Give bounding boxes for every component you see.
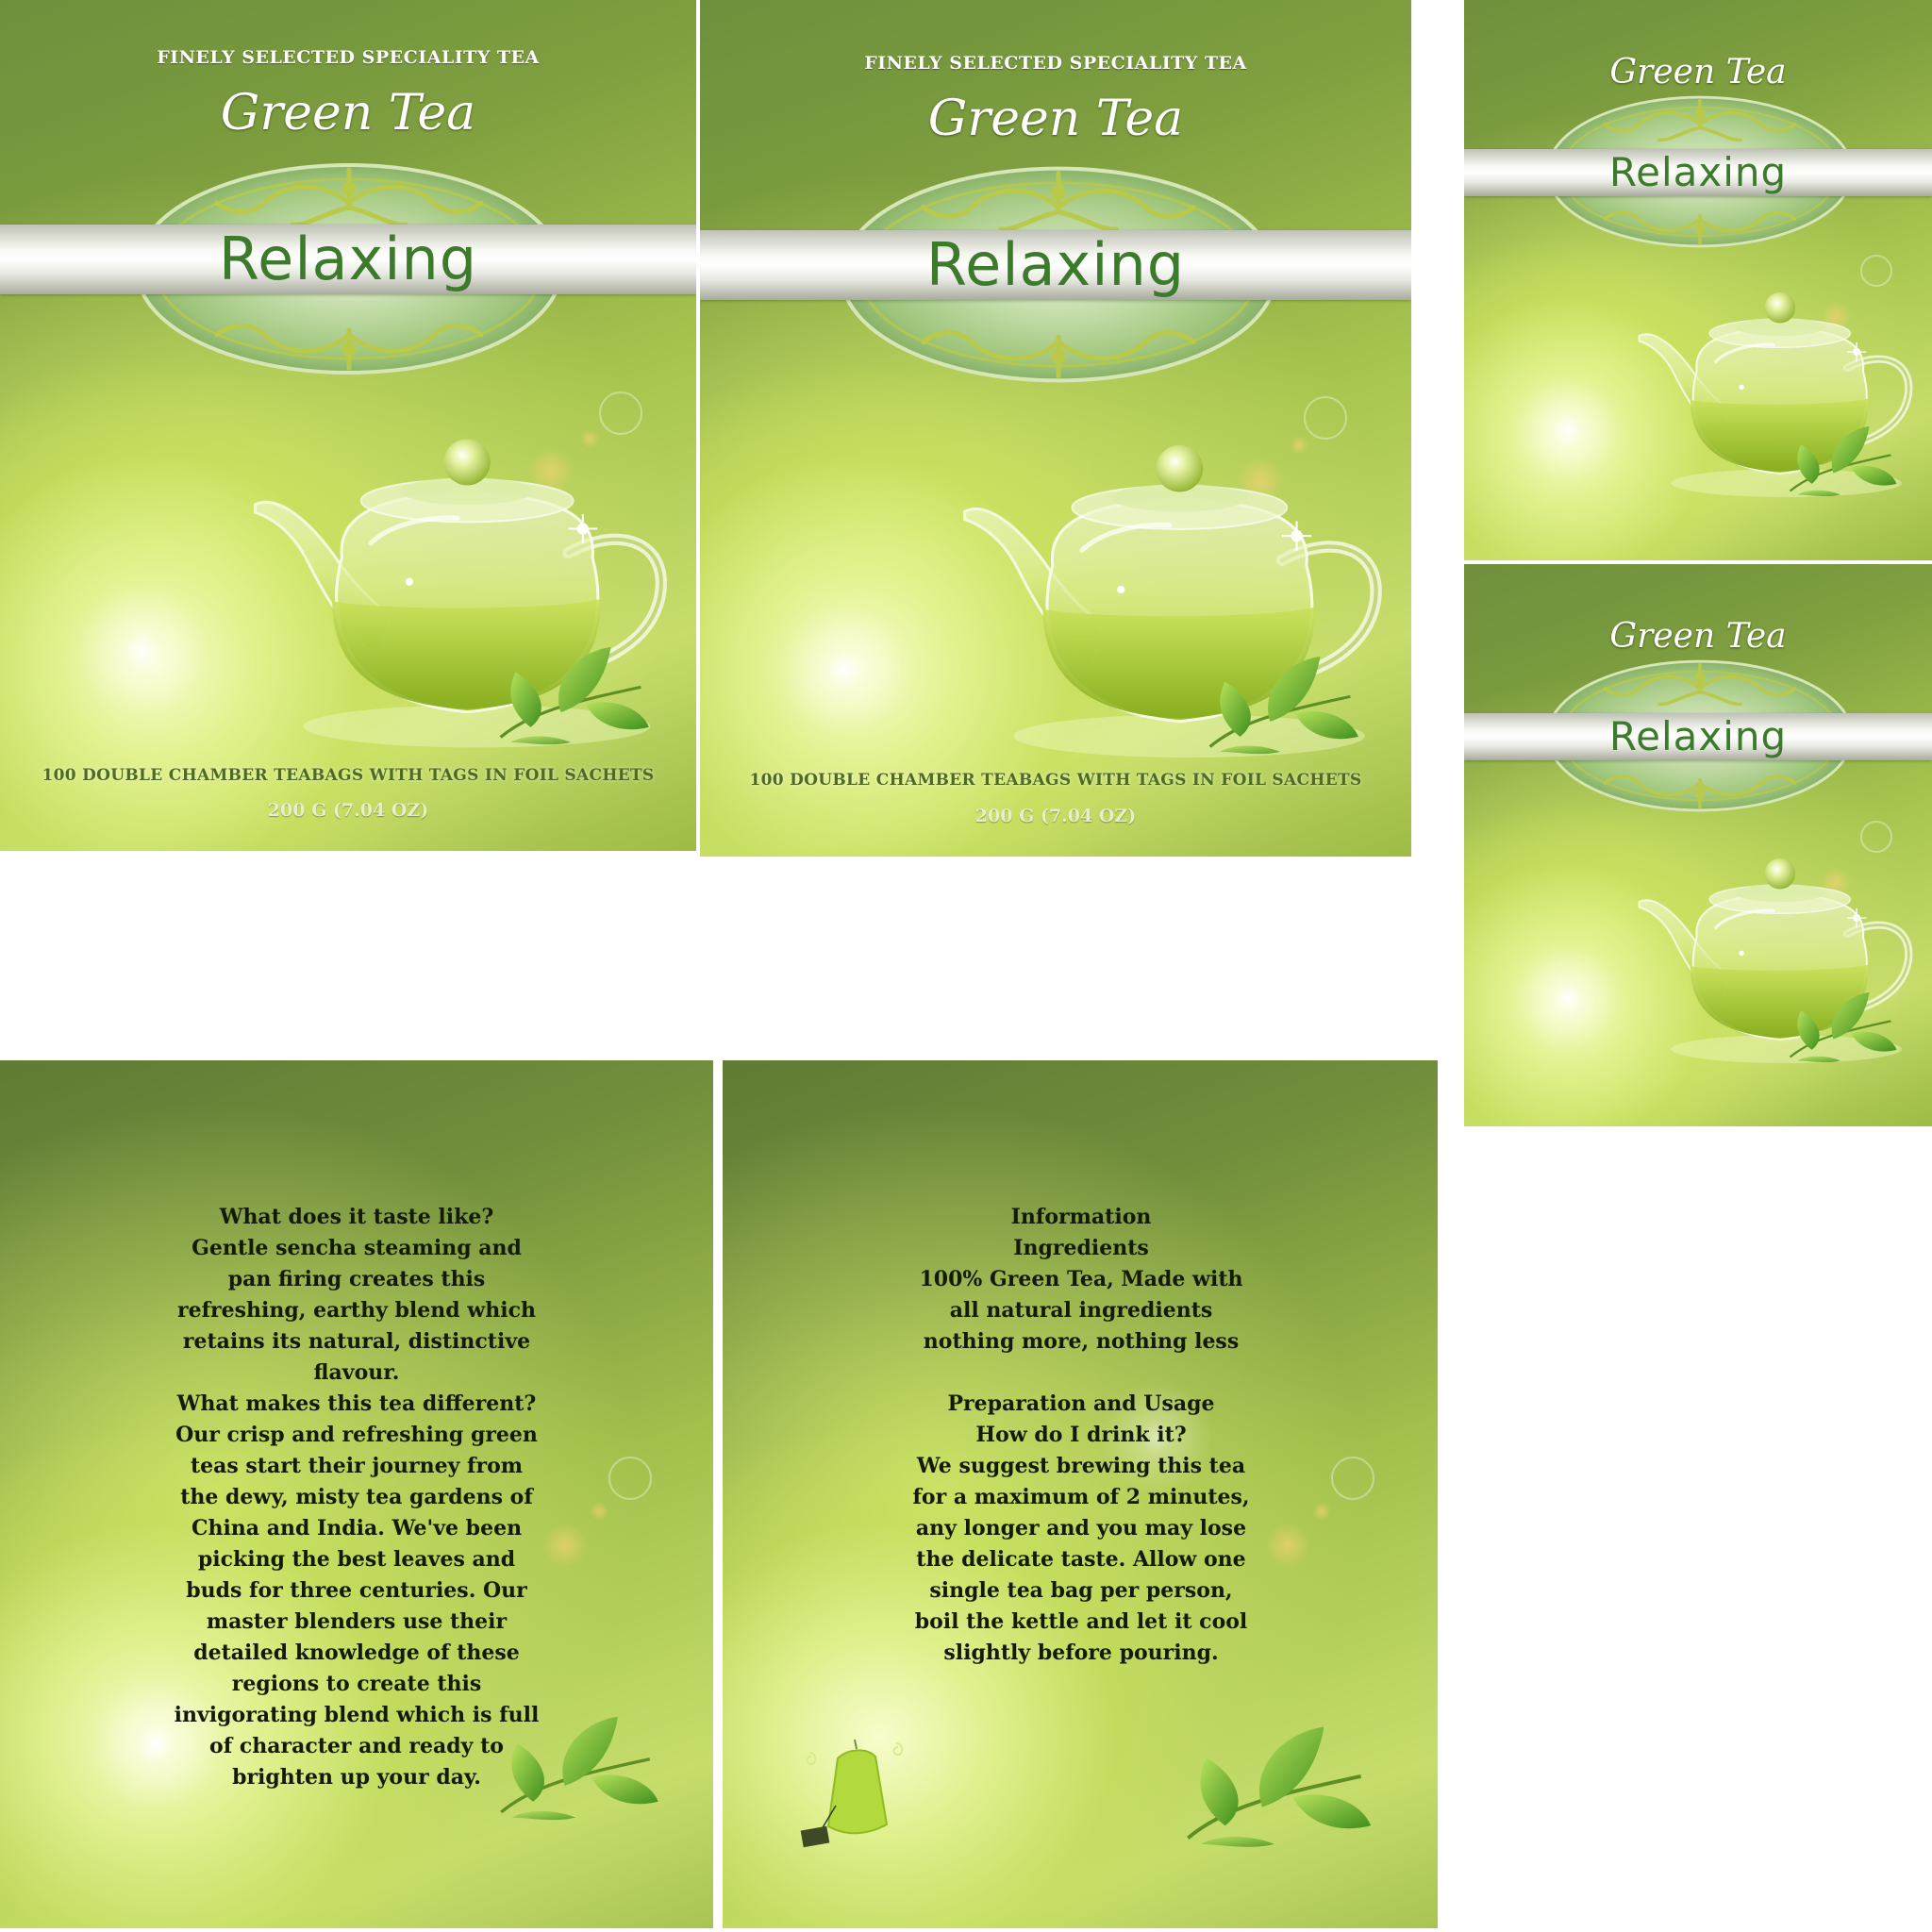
net-weight: 200 G (7.04 OZ) — [974, 806, 1137, 826]
lens-orb — [542, 1523, 588, 1568]
lens-orb — [1312, 1502, 1331, 1521]
information-text: Information Ingredients 100% Green Tea, … — [912, 1205, 1250, 1665]
light-flare — [777, 604, 909, 736]
net-weight: 200 G (7.04 OZ) — [267, 800, 429, 821]
lens-ring — [599, 391, 642, 435]
tea-leaves-icon — [491, 641, 651, 753]
light-flare — [1516, 377, 1620, 481]
back-panel-right: Information Ingredients 100% Green Tea, … — [723, 1060, 1438, 1928]
tagline: FINELY SELECTED SPECIALITY TEA — [864, 53, 1247, 74]
tea-leaves-icon — [1175, 1721, 1374, 1857]
lens-orb — [590, 1502, 608, 1521]
title-band — [700, 230, 1411, 300]
front-panel-2: FINELY SELECTED SPECIALITY TEA Green Tea… — [700, 0, 1411, 857]
tagline: FINELY SELECTED SPECIALITY TEA — [157, 47, 540, 68]
lens-ring — [1860, 255, 1892, 287]
script-title: Green Tea — [1609, 617, 1787, 656]
band-title: Relaxing — [218, 225, 478, 293]
back-panel-left: What does it taste like? Gentle sencha s… — [0, 1060, 713, 1928]
script-title: Green Tea — [927, 91, 1184, 147]
taste-description: What does it taste like? Gentle sencha s… — [174, 1205, 540, 1790]
light-flare — [75, 585, 208, 717]
side-panel-top: Green Tea Relaxing — [1464, 0, 1932, 560]
tea-leaves-icon — [1783, 423, 1898, 502]
band-title: Relaxing — [1608, 149, 1788, 195]
title-band — [1464, 149, 1932, 196]
side-panel-bottom: Green Tea Relaxing — [1464, 564, 1932, 1126]
title-band — [0, 225, 696, 294]
band-title: Relaxing — [925, 230, 1186, 299]
front-panel-1: FINELY SELECTED SPECIALITY TEA Green Tea… — [0, 0, 696, 851]
tea-leaves-icon — [1200, 651, 1360, 762]
lens-ring — [1860, 821, 1892, 853]
script-title: Green Tea — [1609, 53, 1787, 92]
light-flare — [1516, 946, 1620, 1050]
teabag-count-text: 100 DOUBLE CHAMBER TEABAGS WITH TAGS IN … — [42, 766, 655, 785]
tea-bag-icon — [800, 1739, 904, 1848]
tea-leaves-icon — [1783, 989, 1898, 1068]
lens-ring — [608, 1457, 652, 1500]
lens-ring — [1304, 396, 1347, 440]
script-title: Green Tea — [220, 85, 476, 142]
lens-ring — [1331, 1457, 1374, 1500]
teabag-count-text: 100 DOUBLE CHAMBER TEABAGS WITH TAGS IN … — [749, 771, 1362, 790]
band-title: Relaxing — [1608, 713, 1788, 759]
title-band — [1464, 713, 1932, 760]
lens-orb — [1265, 1523, 1310, 1568]
tea-leaves-icon — [491, 1711, 660, 1828]
